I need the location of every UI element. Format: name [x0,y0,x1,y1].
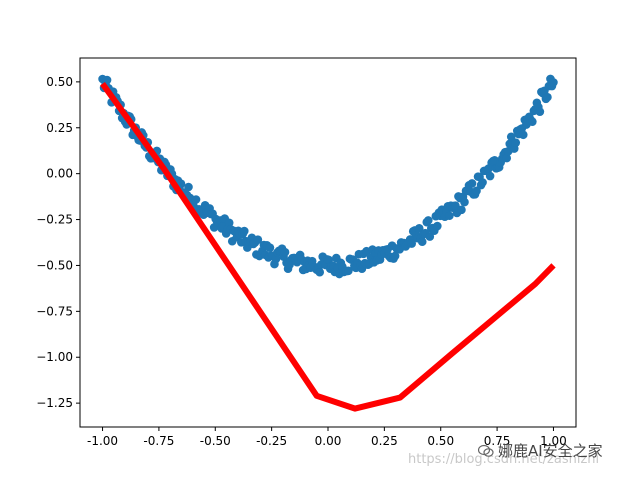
watermark-brand-text: 娜鹿AI安全之家 [498,442,603,460]
x-axis: -1.00 -0.75 -0.50 -0.25 0.00 0.25 0.50 0.75 1.00 [87,427,567,448]
scatter-point [511,138,521,147]
scatter-point [417,237,427,247]
scatter-point [478,178,487,187]
y-axis: 0.50 0.25 0.00 −0.25 −0.50 −0.75 −1.00 −1.25 [36,75,80,410]
scatter-point [191,195,201,204]
scatter-point [407,239,416,248]
scatter-point [390,251,400,261]
scatter-point [451,201,460,211]
scatter-point [253,235,263,245]
scatter-point [549,78,558,87]
scatter-point [506,132,516,142]
watermark-brand: 娜鹿AI安全之家 [478,440,603,461]
y-tick-label: −0.50 [36,258,73,272]
y-tick-label: −1.25 [36,396,73,410]
x-tick-label: 0.00 [315,434,342,448]
x-tick-label: -0.50 [200,434,231,448]
scatter-point [265,243,275,252]
scatter-point [528,117,537,126]
scatter-point [271,254,281,264]
scatter-point [472,186,481,196]
y-tick-label: −0.75 [36,304,73,318]
y-tick-label: −0.25 [36,213,73,227]
scatter-point [423,216,433,225]
prediction-line [100,81,556,412]
scatter-series [98,74,558,279]
x-tick-label: 0.75 [484,434,511,448]
scatter-point [502,153,512,163]
wechat-logo-icon [478,444,494,457]
y-tick-label: 0.25 [46,121,73,135]
x-tick-label: 1.00 [540,434,567,448]
scatter-point [467,179,477,188]
scatter-point [240,226,249,236]
x-tick-label: 0.25 [371,434,398,448]
x-tick-label: -0.25 [256,434,287,448]
scatter-point [460,197,469,207]
axes-frame [79,57,577,428]
prediction-line-series [100,81,556,412]
y-tick-label: −1.00 [36,350,73,364]
x-tick-label: -1.00 [87,434,118,448]
scatter-point [445,211,454,221]
scatter-point [344,266,353,276]
x-tick-label: -0.75 [143,434,174,448]
x-tick-label: 0.50 [427,434,454,448]
y-tick-label: 0.50 [46,75,73,89]
scatter-point [425,232,435,241]
scatter-point [280,247,290,257]
scatter-point [457,205,466,215]
scatter-point [224,218,234,228]
scatter-point [184,182,193,192]
scatter-point [485,171,495,181]
scatter-point [433,221,442,231]
y-tick-label: 0.00 [46,167,73,181]
scatter-point [543,92,552,102]
scatter-point [414,224,424,233]
scatter-point [535,107,545,116]
scatter-point [518,130,528,140]
watermark-url: https://blog.csdn.net/zashizhi [408,452,600,467]
scatter-point [315,267,325,277]
